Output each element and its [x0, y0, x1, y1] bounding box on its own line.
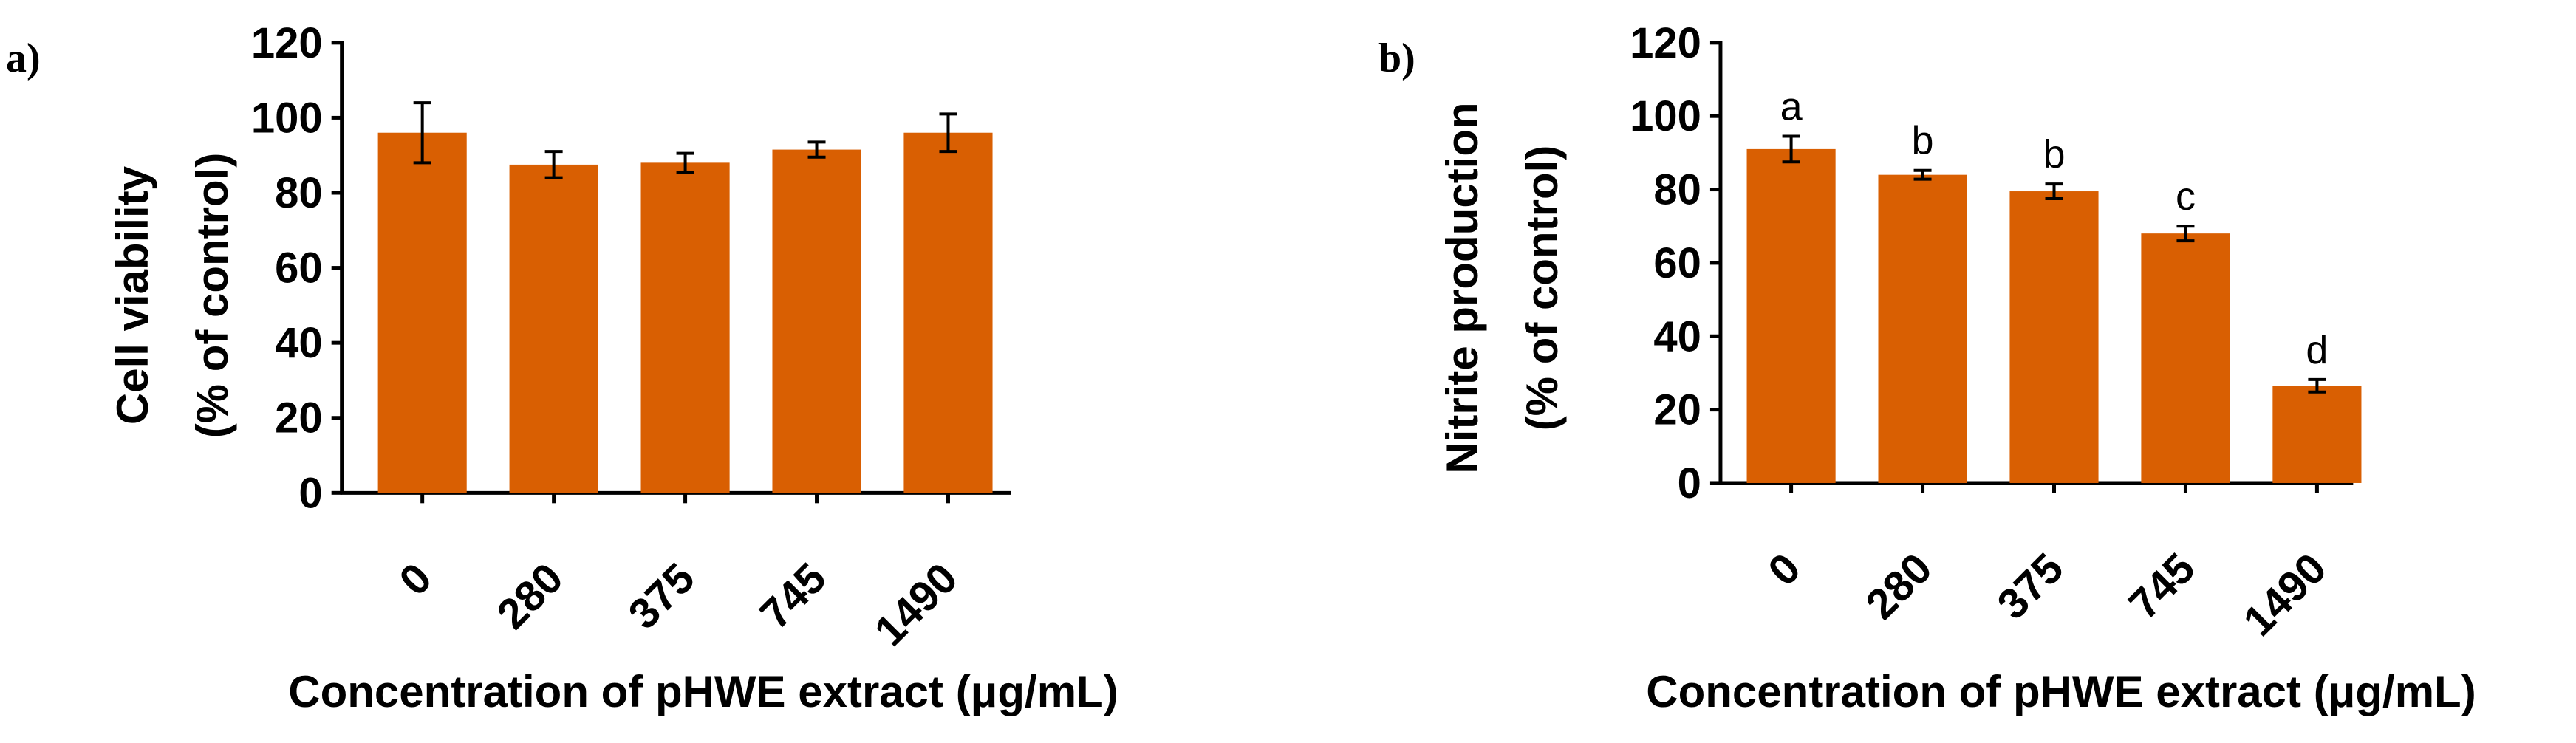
panel-b-chart: b) Nitrite production (% of control) Con…	[1378, 19, 2476, 716]
panel-a-y-tick-label: 60	[275, 244, 323, 292]
panel-b-y-tick-label: 0	[1678, 459, 1701, 507]
panel-a-label: a)	[6, 35, 41, 81]
panel-b-category-label: 280	[1856, 544, 1941, 629]
panel-a-bar	[640, 162, 730, 493]
panel-b-bar	[1878, 174, 1967, 483]
panel-a-bar	[772, 149, 861, 493]
panel-b-category-label: 1490	[2234, 544, 2335, 646]
panel-a-y-axis-title: Cell viability (% of control)	[108, 153, 237, 439]
panel-b-category-label: 745	[2119, 544, 2204, 629]
panel-b-significance-letter: b	[1912, 119, 1934, 163]
panel-a-category-label: 1490	[865, 554, 966, 655]
panel-b-y-tick-label: 60	[1653, 239, 1701, 287]
panel-b-bar	[2141, 233, 2230, 483]
panel-b-y-tick-label: 40	[1653, 312, 1701, 360]
panel-a-category-label: 280	[488, 554, 572, 638]
panel-b-y-axis-title-line1: Nitrite production	[1438, 102, 1487, 473]
panel-a-bar	[509, 164, 598, 493]
panel-b-bar	[2009, 191, 2099, 483]
panel-b-y-axis-title-line2: (% of control)	[1517, 145, 1567, 431]
panel-b-y-tick-label: 80	[1653, 166, 1701, 214]
panel-a-y-axis-title-line2: (% of control)	[188, 153, 237, 439]
panel-b-y-tick-label: 100	[1630, 92, 1701, 140]
panel-a-category-label: 745	[751, 554, 835, 638]
panel-a-category-label: 375	[619, 554, 703, 638]
panel-a-chart: a) Cell viability (% of control) Concent…	[6, 19, 1118, 716]
panel-a-bar	[903, 132, 993, 493]
panel-a-plot-area: 0 20 40 60 80 100 120 0 280 375 745 1490	[251, 19, 1011, 655]
panel-a-x-axis-title: Concentration of pHWE extract (μg/mL)	[288, 667, 1118, 716]
panel-a-bar	[377, 132, 467, 493]
panel-b-y-tick-label: 120	[1630, 19, 1701, 67]
panel-a-category-label: 0	[390, 554, 441, 605]
panel-b-bar	[2272, 386, 2362, 483]
panel-a-y-tick-label: 120	[251, 19, 323, 67]
panel-a-y-axis-title-line1: Cell viability	[108, 165, 157, 425]
panel-b-significance-letter: a	[1780, 85, 1803, 129]
panel-a-y-tick-label: 80	[275, 169, 323, 217]
panel-a-y-tick-label: 100	[251, 94, 323, 142]
panel-b-significance-letter: b	[2043, 132, 2065, 177]
panel-b-plot-area: 0 20 40 60 80 100 120 0 a 280 b 375 b 745 c 1490 d	[1630, 19, 2362, 646]
panel-b-y-tick-label: 20	[1653, 386, 1701, 434]
panel-b-significance-letter: d	[2306, 328, 2328, 372]
panel-a-y-tick-label: 20	[275, 394, 323, 442]
panel-b-significance-letter: c	[2176, 174, 2196, 219]
panel-b-y-axis-title: Nitrite production (% of control)	[1438, 102, 1567, 473]
panel-b-bar	[1746, 148, 1836, 483]
panel-a-y-tick-label: 40	[275, 319, 323, 367]
panel-a-y-tick-label: 0	[298, 469, 322, 517]
panel-b-category-label: 375	[1988, 544, 2072, 629]
panel-b-category-label: 0	[1759, 544, 1810, 595]
panel-b-label: b)	[1378, 35, 1415, 81]
panel-b-x-axis-title: Concentration of pHWE extract (μg/mL)	[1646, 667, 2476, 716]
